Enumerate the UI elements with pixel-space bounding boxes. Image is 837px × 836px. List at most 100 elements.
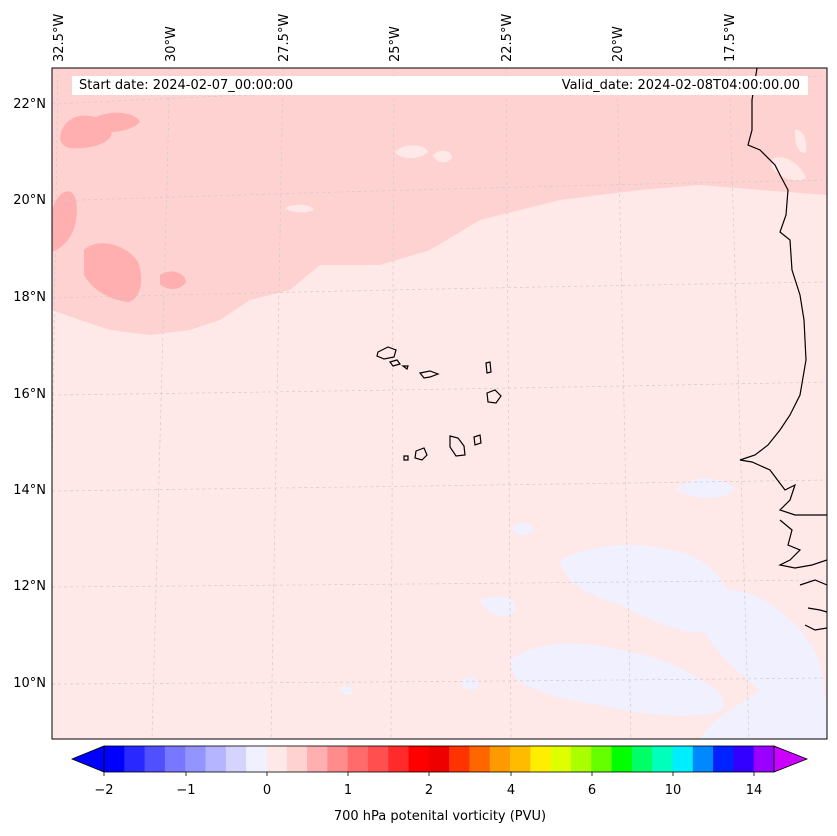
colorbar-swatch <box>570 746 592 772</box>
pv-core-region <box>90 112 140 132</box>
valid-date-text: Valid_date: 2024-02-08T04:00:00.00 <box>561 78 800 93</box>
colorbar-swatch <box>408 746 430 772</box>
lon-label: 32.5°W <box>52 13 67 62</box>
pv-gap-region <box>395 145 428 158</box>
lon-label: 30°W <box>164 26 179 62</box>
colorbar-swatch <box>144 746 166 772</box>
colorbar-swatch <box>104 746 125 772</box>
colorbar-swatch <box>530 746 552 772</box>
colorbar-swatch <box>428 746 450 772</box>
colorbar-tick-label: 4 <box>506 783 516 798</box>
pv-gap-region <box>794 129 807 153</box>
map-frame <box>51 67 828 740</box>
lat-label: 10°N <box>13 676 46 691</box>
island-boa-vista <box>486 389 502 404</box>
colorbar-tick-label: 0 <box>262 783 272 798</box>
lon-label: 25°W <box>388 26 403 62</box>
colorbar-swatch <box>510 746 531 772</box>
pv-negative-region <box>510 522 534 536</box>
colorbar-swatch <box>164 746 186 772</box>
pv-negative-region <box>675 478 735 499</box>
pv-gap-region <box>433 150 452 163</box>
lat-label: 12°N <box>13 579 46 594</box>
colorbar-swatch <box>124 746 146 772</box>
colorbar-swatch <box>347 746 369 772</box>
africa-coastline <box>739 68 827 516</box>
island-sal <box>485 361 492 374</box>
lon-label: 27.5°W <box>277 13 292 62</box>
colorbar-swatch <box>367 746 389 772</box>
colorbar-swatch <box>733 746 755 772</box>
lon-label: 17.5°W <box>723 13 738 62</box>
island-santo-antao <box>376 346 397 360</box>
pv-band-region <box>52 68 827 335</box>
colorbar-swatch <box>591 746 613 772</box>
pv-negative-region <box>460 677 479 690</box>
start-date-text: Start date: 2024-02-07_00:00:00 <box>79 78 294 93</box>
colorbar-swatch <box>246 746 267 772</box>
colorbar-tick-label: 2 <box>424 783 434 798</box>
africa-coastline <box>799 579 827 631</box>
cape-verde-islands <box>376 346 502 461</box>
pv-core-region <box>84 243 142 302</box>
colorbar-swatch <box>266 746 288 772</box>
colorbar-swatch <box>672 746 694 772</box>
pv-gap-region <box>772 157 806 181</box>
colorbar <box>70 745 809 776</box>
colorbar-swatch <box>286 746 308 772</box>
date-info-box: Start date: 2024-02-07_00:00:00 Valid_da… <box>72 76 808 95</box>
lat-label: 20°N <box>13 193 46 208</box>
colorbar-tick-label: 10 <box>664 783 682 798</box>
colorbar-tick-label: 6 <box>587 783 597 798</box>
colorbar-swatch <box>489 746 511 772</box>
pv-field <box>52 68 827 739</box>
island-santiago <box>449 435 466 457</box>
lat-label: 18°N <box>13 290 46 305</box>
colorbar-swatch <box>753 746 775 772</box>
pv-negative-region <box>690 589 827 739</box>
colorbar-swatch <box>205 746 227 772</box>
pv-negative-region <box>560 545 731 633</box>
colorbar-swatch <box>652 746 673 772</box>
lon-label: 22.5°W <box>500 13 515 62</box>
colorbar-under-arrow <box>70 745 105 773</box>
colorbar-swatch <box>185 746 207 772</box>
colorbar-swatch <box>225 746 247 772</box>
colorbar-tick-label: 1 <box>343 783 353 798</box>
island-sao-vicente <box>388 359 402 367</box>
pv-gap-region <box>285 204 314 213</box>
colorbar-tick-label: −1 <box>176 783 196 798</box>
colorbar-swatch <box>692 746 714 772</box>
lat-label: 16°N <box>13 387 46 402</box>
pv-negative-region <box>480 596 516 616</box>
colorbar-frame <box>103 745 775 773</box>
colorbar-swatch <box>449 746 470 772</box>
island-santa-luzia <box>401 365 409 370</box>
colorbar-tick-label: −2 <box>94 783 114 798</box>
lat-label: 14°N <box>13 483 46 498</box>
pv-core-region <box>160 271 186 289</box>
pv-core-region <box>52 191 77 252</box>
africa-coastline <box>778 519 827 569</box>
island-brava <box>403 455 409 461</box>
lon-label: 20°W <box>611 26 626 62</box>
coastline <box>739 68 827 631</box>
colorbar-swatch <box>550 746 572 772</box>
island-maio <box>473 434 482 446</box>
colorbar-swatch <box>327 746 349 772</box>
pv-negative-region <box>340 686 354 695</box>
island-fogo <box>414 447 428 461</box>
colorbar-swatch <box>307 746 328 772</box>
colorbar-swatch <box>611 746 633 772</box>
gridlines <box>52 68 827 739</box>
colorbar-swatch <box>388 746 410 772</box>
lat-label: 22°N <box>13 97 46 112</box>
colorbar-swatch <box>713 746 734 772</box>
island-sao-nicolau <box>418 370 440 379</box>
colorbar-tick-label: 14 <box>745 783 763 798</box>
colorbar-swatch <box>631 746 653 772</box>
colorbar-title: 700 hPa potenital vorticity (PVU) <box>333 809 547 824</box>
colorbar-swatch <box>469 746 491 772</box>
colorbar-over-arrow <box>773 745 809 773</box>
